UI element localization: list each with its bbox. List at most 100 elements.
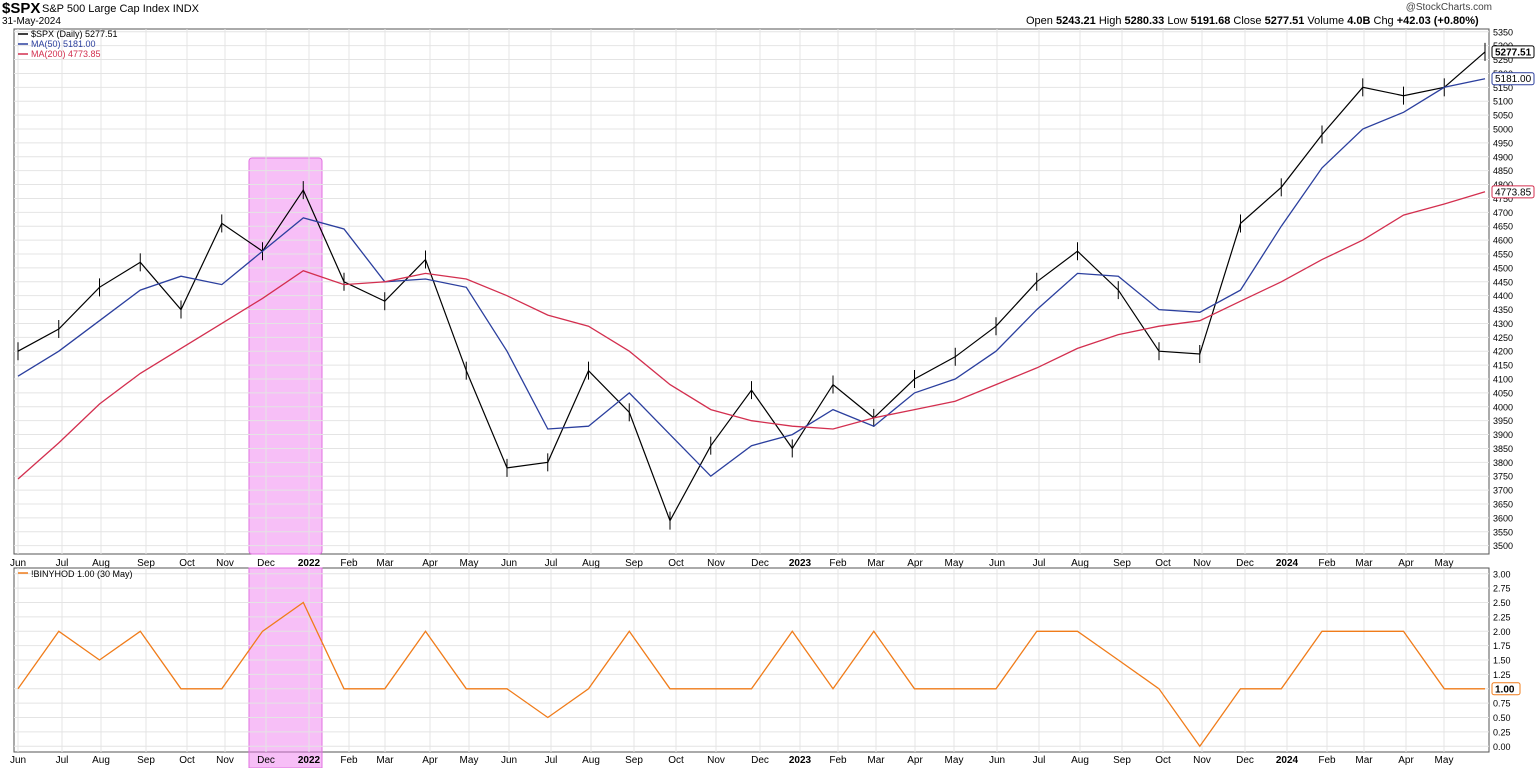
- indicator-x-axis: Jun Jul Aug Sep Oct Nov Dec 2022 Feb Mar Apr May Jun…: [10, 755, 1454, 766]
- highlight-band: [248, 157, 323, 555]
- price-panel: 3500 3550 3600 3650 3700 3750 3800 3850 3900 3950…: [10, 27, 1535, 569]
- ma50-line: [17, 78, 1486, 478]
- open-value: 5243.21: [1055, 15, 1096, 27]
- y-tick-label: 4600: [1493, 236, 1513, 246]
- y-tick-label: 5250: [1493, 55, 1513, 65]
- y-tick-label: 4650: [1493, 222, 1513, 232]
- y-tick-label: 4500: [1493, 263, 1513, 273]
- x-tick-label: 2023: [789, 755, 812, 766]
- value-marker-box: [1491, 72, 1535, 86]
- y-tick-label: 1.25: [1493, 670, 1511, 680]
- y-tick-label: 3500: [1493, 541, 1513, 551]
- y-tick-label: 4300: [1493, 319, 1513, 329]
- value-marker-box: [1491, 682, 1521, 696]
- x-tick-label: Oct: [668, 558, 684, 569]
- x-tick-label: Nov: [1193, 558, 1211, 569]
- legend-label: MA(50) 5181.00: [31, 39, 96, 49]
- value-marker-box: [1491, 185, 1535, 199]
- binyhod-line: [17, 601, 1485, 748]
- y-tick-label: 1.50: [1493, 656, 1511, 666]
- price-series: [17, 42, 1486, 530]
- y-tick-label: 4450: [1493, 277, 1513, 287]
- y-tick-label: 5000: [1493, 125, 1513, 135]
- x-tick-label: Feb: [829, 558, 847, 569]
- ohlc-readout: Open 5243.21 High 5280.33 Low 5191.68 Cl…: [1026, 15, 1479, 27]
- x-tick-label: Sep: [625, 558, 643, 569]
- y-tick-label: 3700: [1493, 486, 1513, 496]
- indicator-y-axis: 0.00 0.25 0.50 0.75 1.00 1.25 1.50 1.75 2.00 2.25…: [1491, 569, 1521, 752]
- x-tick-label: Jun: [10, 558, 26, 569]
- highlight-band: [248, 567, 323, 768]
- x-tick-label: Apr: [422, 755, 438, 766]
- y-tick-label: 4100: [1493, 375, 1513, 385]
- value-marker-label: 4773.85: [1495, 187, 1532, 198]
- high-value: 5280.33: [1124, 15, 1165, 27]
- y-tick-label: 5100: [1493, 97, 1513, 107]
- y-tick-label: 4800: [1493, 180, 1513, 190]
- y-tick-label: 5150: [1493, 83, 1513, 93]
- x-tick-label: Dec: [257, 558, 275, 569]
- y-tick-label: 2.75: [1493, 584, 1511, 594]
- x-tick-label: Jun: [989, 755, 1005, 766]
- low-value: 5191.68: [1190, 15, 1231, 27]
- chart-date: 31-May-2024: [2, 16, 61, 27]
- x-tick-label: Nov: [216, 755, 234, 766]
- x-tick-label: May: [460, 755, 479, 766]
- low-label: Low: [1167, 15, 1188, 27]
- x-tick-label: Aug: [582, 755, 600, 766]
- y-tick-label: 4050: [1493, 388, 1513, 398]
- y-tick-label: 2.00: [1493, 627, 1511, 637]
- chg-label: Chg: [1373, 15, 1394, 27]
- x-tick-label: Aug: [1071, 558, 1089, 569]
- x-tick-label: Apr: [907, 558, 923, 569]
- x-tick-label: Sep: [1113, 558, 1131, 569]
- ma200-line: [17, 191, 1486, 480]
- close-label: Close: [1233, 15, 1262, 27]
- y-tick-label: 3.00: [1493, 569, 1511, 579]
- indicator-legend: !BINYHOD 1.00 (30 May): [18, 569, 133, 579]
- x-tick-label: Apr: [1398, 755, 1414, 766]
- y-tick-label: 4550: [1493, 250, 1513, 260]
- y-tick-label: 3650: [1493, 500, 1513, 510]
- y-tick-label: 4250: [1493, 333, 1513, 343]
- high-label: High: [1098, 15, 1122, 27]
- y-tick-label: 2.50: [1493, 598, 1511, 608]
- x-tick-label: Jul: [56, 558, 69, 569]
- price-panel-frame: [13, 28, 1490, 555]
- y-tick-label: 4700: [1493, 208, 1513, 218]
- x-tick-label: Mar: [1355, 755, 1373, 766]
- x-tick-label: Feb: [829, 755, 847, 766]
- x-tick-label: Dec: [1236, 755, 1254, 766]
- price-y-axis: 3500 3550 3600 3650 3700 3750 3800 3850 3900 3950…: [1491, 27, 1535, 551]
- x-tick-label: Nov: [707, 755, 725, 766]
- y-tick-label: 2.25: [1493, 612, 1511, 622]
- volume-value: 4.0B: [1347, 15, 1371, 27]
- x-tick-label: Mar: [867, 755, 885, 766]
- exchange-label: INDX: [172, 3, 199, 15]
- x-tick-label: Dec: [1236, 558, 1254, 569]
- y-tick-label: 3750: [1493, 472, 1513, 482]
- x-tick-label: May: [945, 755, 964, 766]
- legend-label: MA(200) 4773.85: [31, 49, 101, 59]
- value-marker-box: [1491, 45, 1535, 59]
- y-tick-label: 0.50: [1493, 713, 1511, 723]
- x-tick-label: Feb: [340, 558, 358, 569]
- price-x-axis: Jun Jul Aug Sep Oct Nov Dec 2022 Feb Mar Apr May Jun…: [10, 558, 1454, 569]
- y-tick-label: 4400: [1493, 291, 1513, 301]
- symbol-title: $SPX: [2, 0, 41, 17]
- x-tick-label: Dec: [751, 755, 769, 766]
- x-tick-label: Oct: [668, 755, 684, 766]
- credit-label: @StockCharts.com: [1405, 2, 1492, 13]
- y-tick-label: 4900: [1493, 152, 1513, 162]
- y-tick-label: 4200: [1493, 347, 1513, 357]
- x-tick-label: Sep: [625, 755, 643, 766]
- indicator-series: [17, 601, 1485, 748]
- symbol-name: S&P 500 Large Cap Index INDX: [42, 3, 199, 15]
- x-tick-label: Sep: [137, 755, 155, 766]
- y-tick-label: 3800: [1493, 458, 1513, 468]
- symbol-description: S&P 500 Large Cap Index: [42, 3, 170, 15]
- x-tick-label: Nov: [1193, 755, 1211, 766]
- x-tick-label: 2023: [789, 558, 812, 569]
